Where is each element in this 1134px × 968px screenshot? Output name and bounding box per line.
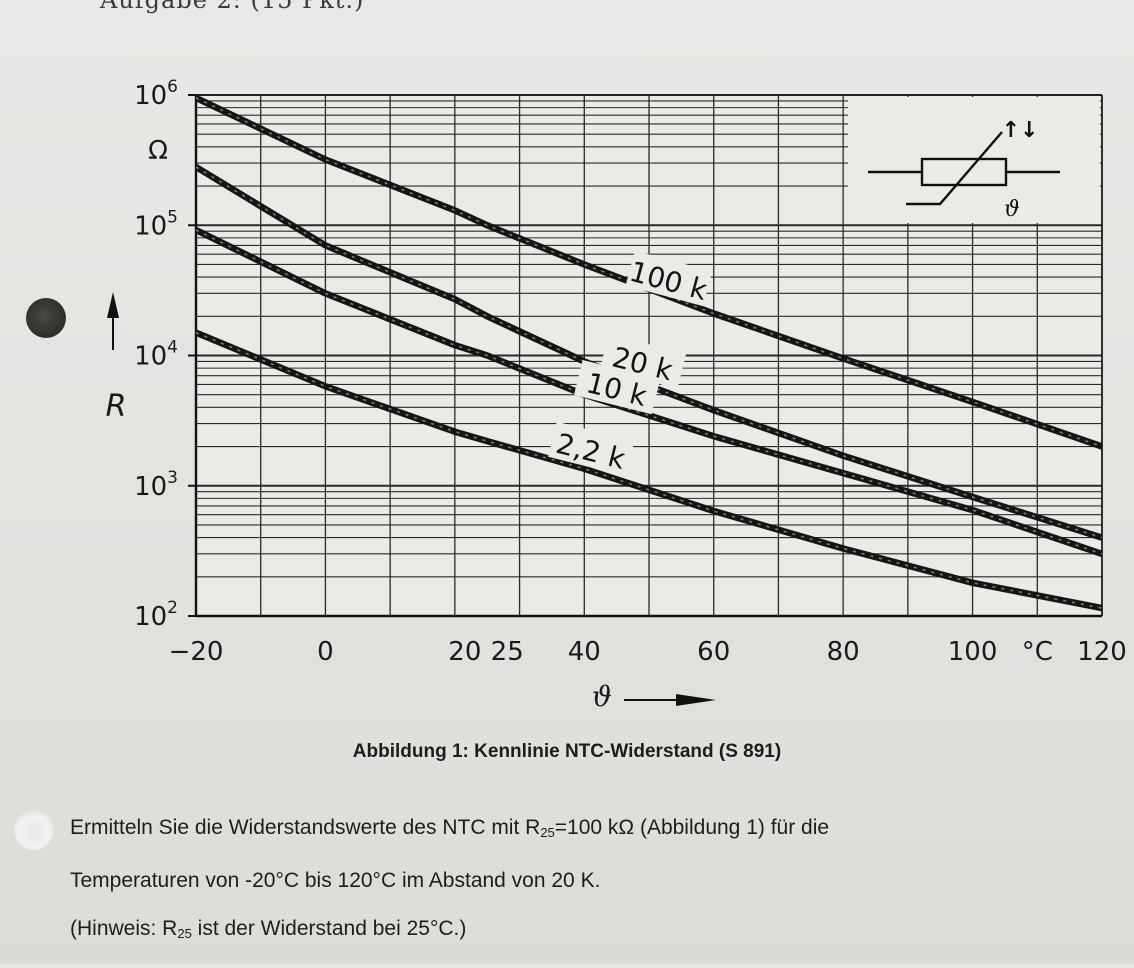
- y-axis-arrow-head: [107, 292, 119, 318]
- y-tick-label: 103: [134, 468, 178, 502]
- axes: 102 103 104 105 106 Ω R −20 0 20 25 40 60 80 100 120 °C ϑ: [106, 77, 1127, 713]
- y-tick-label: 102: [134, 598, 178, 632]
- series-label-background: [599, 334, 687, 389]
- x-tick-label: 100: [948, 637, 998, 667]
- y-tick-label: 106: [134, 77, 178, 111]
- series-line: [196, 329, 1102, 612]
- x-tick-label: 60: [697, 637, 730, 667]
- task-line-2: Temperaturen von -20°C bis 120°C im Abst…: [70, 869, 601, 892]
- x-unit-label: °C: [1022, 637, 1053, 667]
- punch-hole-top: [26, 298, 66, 338]
- x-tick-label: 25: [491, 637, 524, 667]
- x-tick-label: −20: [169, 637, 224, 667]
- y-tick-label: 104: [134, 338, 178, 372]
- series-line-texture: [196, 229, 1102, 555]
- ntc-thermistor-symbol: ↑↓ ϑ: [868, 118, 1060, 222]
- symbol-arrows: ↑↓: [1002, 118, 1039, 143]
- series-labels: 100 k20 k10 k2,2 k: [548, 250, 713, 477]
- x-tick-label: 80: [827, 637, 860, 667]
- x-tick-label: 120: [1077, 637, 1127, 667]
- series-line-texture: [196, 97, 1102, 448]
- y-unit-label: Ω: [148, 136, 168, 166]
- series-label-background: [625, 250, 713, 307]
- task-line-3: (Hinweis: R25 ist der Widerstand bei 25°…: [70, 917, 467, 941]
- x-tick-label: 20: [448, 637, 481, 667]
- symbol-nonlinear-line: [906, 131, 1003, 206]
- series-label-background: [548, 421, 635, 477]
- task-text: Ermitteln Sie die Widerstandswerte des N…: [70, 814, 1110, 968]
- y-tick-label: 105: [134, 207, 178, 241]
- punch-hole-bottom: [14, 810, 54, 850]
- x-axis-label: ϑ: [592, 680, 612, 713]
- task-line-1: Ermitteln Sie die Widerstandswerte des N…: [70, 816, 830, 840]
- x-tick-label: 40: [568, 637, 601, 667]
- exercise-header: Aufgabe 2: (15 Pkt.): [100, 0, 365, 14]
- symbol-theta: ϑ: [1004, 197, 1020, 222]
- figure-caption: Abbildung 1: Kennlinie NTC-Widerstand (S…: [352, 741, 782, 762]
- y-axis-label: R: [106, 389, 127, 424]
- series-line-texture: [196, 166, 1102, 539]
- x-axis-arrow-head: [676, 694, 716, 706]
- x-tick-label: 0: [317, 637, 334, 667]
- series-label-background: [573, 360, 661, 415]
- symbol-resistor-body: [920, 157, 1008, 187]
- series-label: 10 k: [573, 360, 661, 415]
